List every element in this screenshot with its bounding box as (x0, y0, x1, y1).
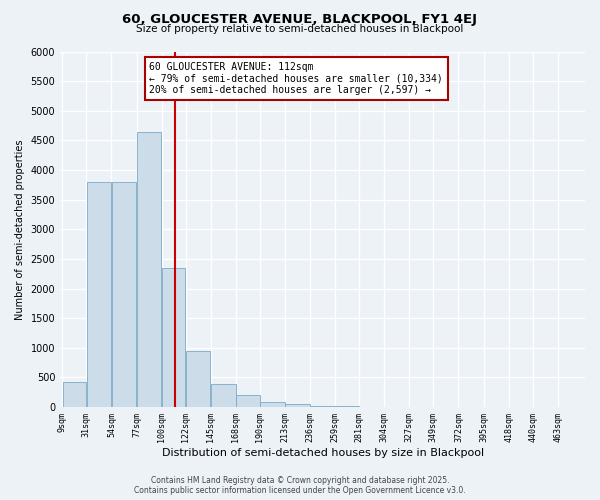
Text: 60, GLOUCESTER AVENUE, BLACKPOOL, FY1 4EJ: 60, GLOUCESTER AVENUE, BLACKPOOL, FY1 4E… (122, 12, 478, 26)
Text: 60 GLOUCESTER AVENUE: 112sqm
← 79% of semi-detached houses are smaller (10,334)
: 60 GLOUCESTER AVENUE: 112sqm ← 79% of se… (149, 62, 443, 96)
Bar (62, 382, 86, 407)
X-axis label: Distribution of semi-detached houses by size in Blackpool: Distribution of semi-detached houses by … (161, 448, 484, 458)
Y-axis label: Number of semi-detached properties: Number of semi-detached properties (15, 139, 25, 320)
Bar (137, 132, 161, 407)
Bar (335, 406, 359, 407)
Bar (285, 404, 310, 407)
Bar (260, 402, 284, 407)
Bar (186, 351, 211, 407)
Bar (162, 268, 185, 407)
Text: Contains HM Land Registry data © Crown copyright and database right 2025.
Contai: Contains HM Land Registry data © Crown c… (134, 476, 466, 495)
Bar (112, 182, 136, 407)
Bar (236, 395, 260, 407)
Bar (310, 406, 335, 407)
Bar (86, 182, 111, 407)
Text: Size of property relative to semi-detached houses in Blackpool: Size of property relative to semi-detach… (136, 24, 464, 34)
Bar (211, 384, 236, 407)
